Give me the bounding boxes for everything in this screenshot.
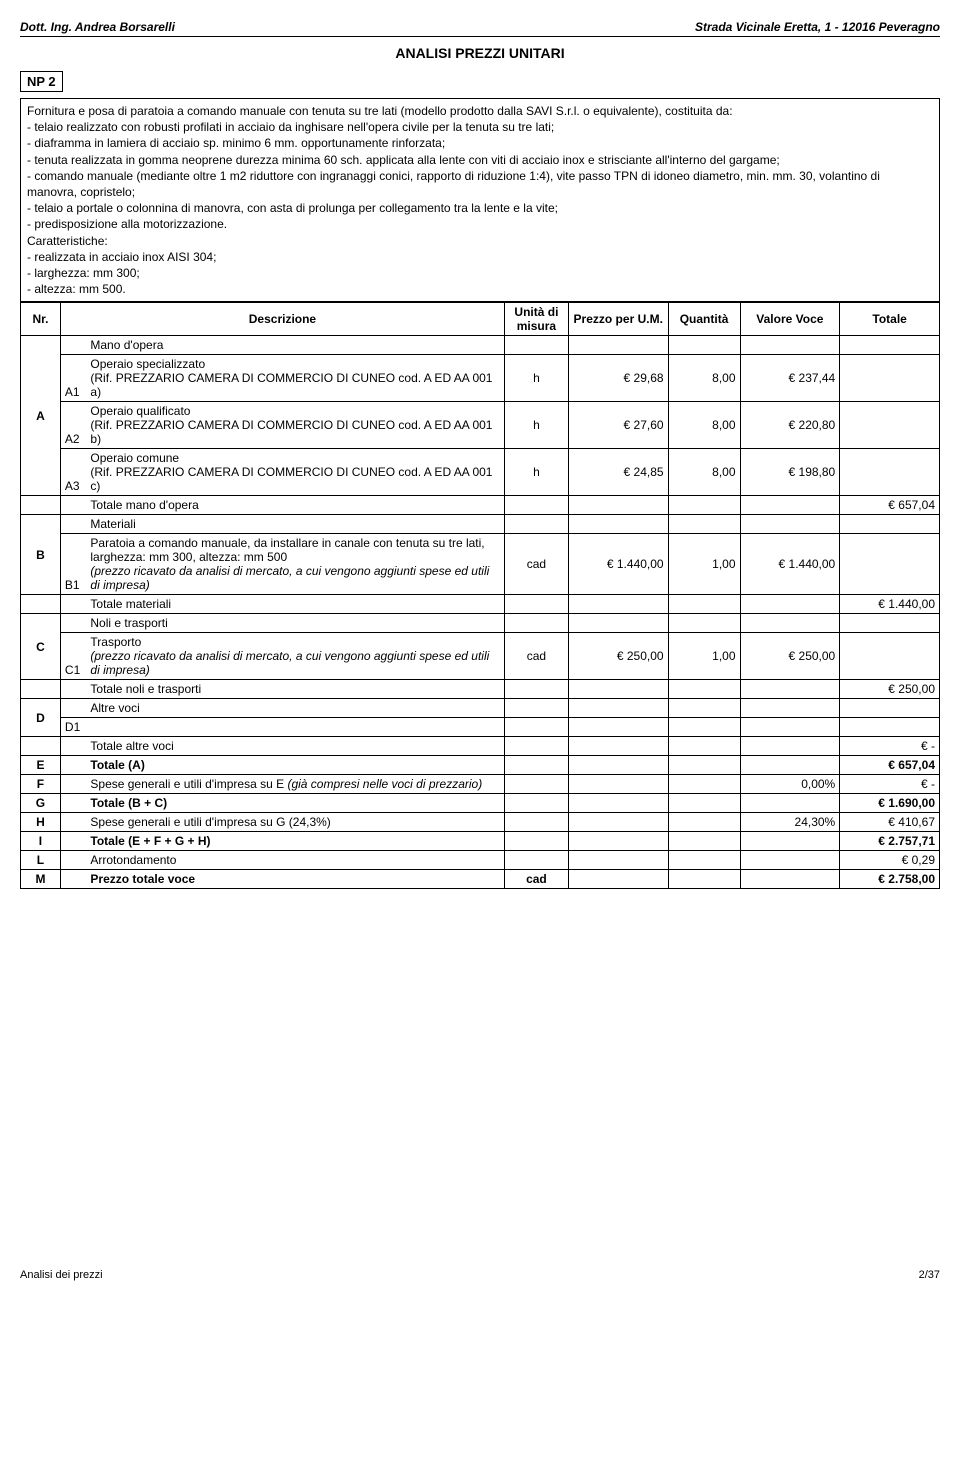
- summary-row: MPrezzo totale vocecad€ 2.758,00: [21, 870, 940, 889]
- summary-row: LArrotondamento€ 0,29: [21, 851, 940, 870]
- page-header: Dott. Ing. Andrea Borsarelli Strada Vici…: [20, 20, 940, 37]
- col-tot: Totale: [840, 303, 940, 336]
- table-row: A1Operaio specializzato(Rif. PREZZARIO C…: [21, 355, 940, 402]
- section-head-row: CNoli e trasporti: [21, 614, 940, 633]
- footer-left: Analisi dei prezzi: [20, 1269, 103, 1281]
- header-right: Strada Vicinale Eretta, 1 - 12016 Pevera…: [695, 20, 940, 34]
- table-row: C1Trasporto(prezzo ricavato da analisi d…: [21, 633, 940, 680]
- summary-row: FSpese generali e utili d'impresa su E (…: [21, 775, 940, 794]
- header-left: Dott. Ing. Andrea Borsarelli: [20, 20, 175, 34]
- item-description: Fornitura e posa di paratoia a comando m…: [20, 98, 940, 302]
- table-row: A3Operaio comune(Rif. PREZZARIO CAMERA D…: [21, 449, 940, 496]
- summary-row: ETotale (A)€ 657,04: [21, 756, 940, 775]
- col-qty: Quantità: [668, 303, 740, 336]
- table-row: D1: [21, 718, 940, 737]
- section-total-row: Totale materiali€ 1.440,00: [21, 595, 940, 614]
- section-head-row: BMateriali: [21, 515, 940, 534]
- col-nr: Nr.: [21, 303, 61, 336]
- table-row: A2Operaio qualificato(Rif. PREZZARIO CAM…: [21, 402, 940, 449]
- np-code: NP 2: [20, 71, 63, 92]
- col-val: Valore Voce: [740, 303, 840, 336]
- col-price: Prezzo per U.M.: [568, 303, 668, 336]
- page-footer: Analisi dei prezzi 2/37: [20, 1269, 940, 1281]
- section-total-row: Totale noli e trasporti€ 250,00: [21, 680, 940, 699]
- footer-right: 2/37: [919, 1269, 940, 1281]
- section-total-row: Totale altre voci€ -: [21, 737, 940, 756]
- col-desc: Descrizione: [60, 303, 504, 336]
- analysis-table: Nr. Descrizione Unità di misura Prezzo p…: [20, 302, 940, 889]
- page-title: ANALISI PREZZI UNITARI: [20, 45, 940, 61]
- section-head-row: DAltre voci: [21, 699, 940, 718]
- summary-row: HSpese generali e utili d'impresa su G (…: [21, 813, 940, 832]
- summary-row: ITotale (E + F + G + H)€ 2.757,71: [21, 832, 940, 851]
- section-head-row: AMano d'opera: [21, 336, 940, 355]
- table-header-row: Nr. Descrizione Unità di misura Prezzo p…: [21, 303, 940, 336]
- col-um: Unità di misura: [504, 303, 568, 336]
- table-row: B1Paratoia a comando manuale, da install…: [21, 534, 940, 595]
- summary-row: GTotale (B + C)€ 1.690,00: [21, 794, 940, 813]
- section-total-row: Totale mano d'opera€ 657,04: [21, 496, 940, 515]
